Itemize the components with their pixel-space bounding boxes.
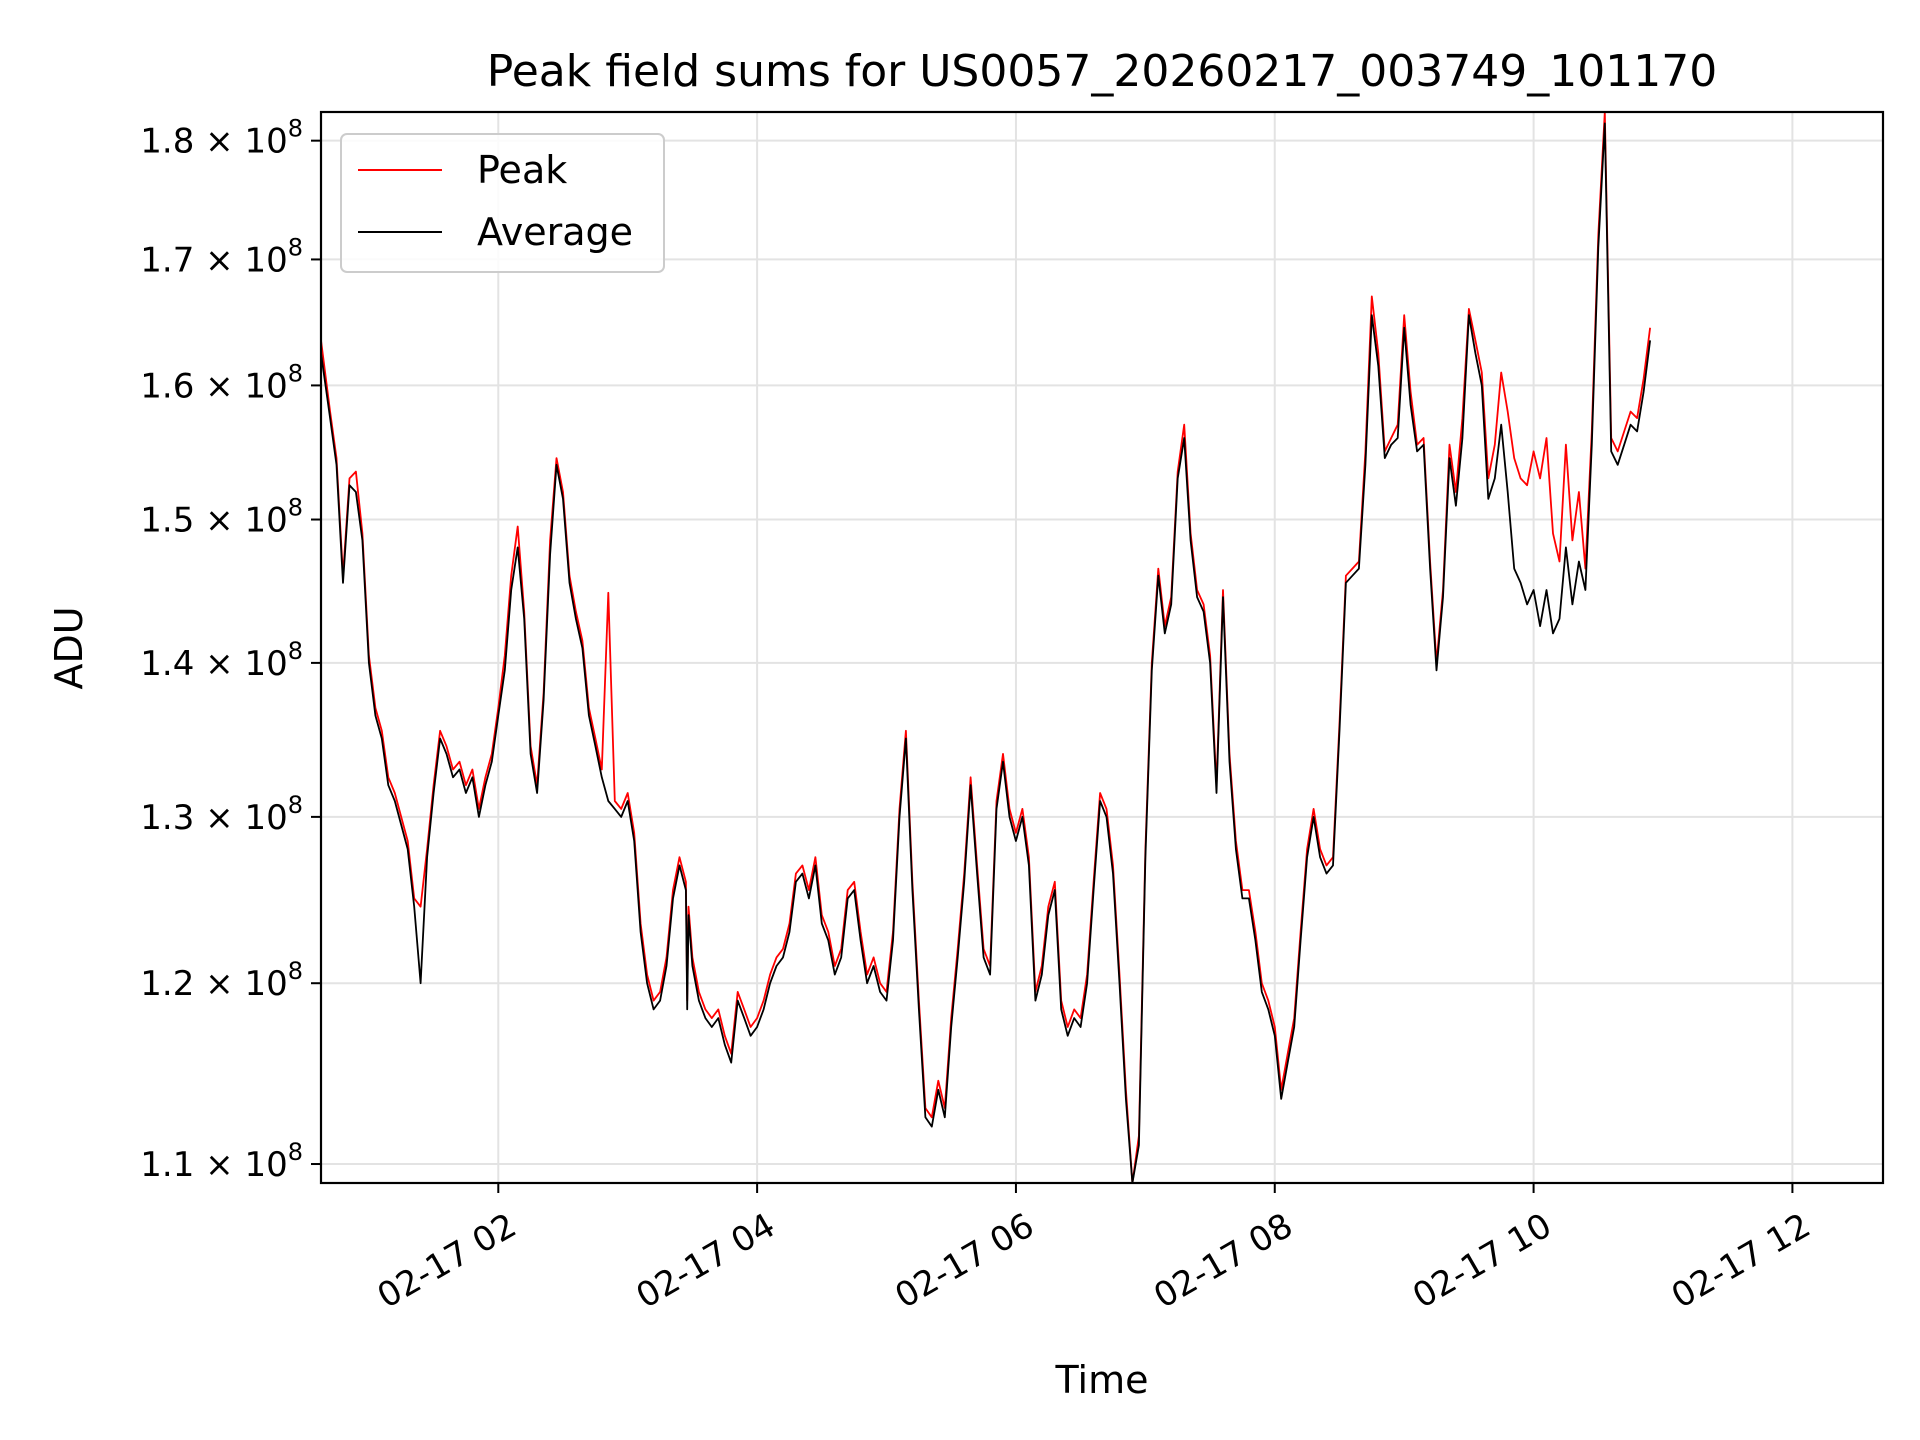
y-tick-label: 1.3 × 108 (140, 791, 303, 838)
y-axis-label: ADU (47, 606, 91, 689)
legend-box (340, 133, 665, 273)
x-axis-label: Time (1055, 1358, 1149, 1402)
y-tick-label: 1.4 × 108 (140, 637, 303, 684)
y-tick-label: 1.6 × 108 (140, 359, 303, 406)
legend: Peak Average (340, 133, 665, 273)
legend-label-peak: Peak (477, 148, 567, 192)
legend-label-average: Average (477, 210, 633, 254)
plot-frame (319, 110, 1885, 1185)
y-tick-label: 1.2 × 108 (140, 957, 303, 1004)
y-tick-label: 1.8 × 108 (140, 115, 303, 162)
grid-layer (321, 112, 1883, 1183)
series-line-average (320, 122, 1651, 1184)
y-tick-label: 1.7 × 108 (140, 233, 303, 280)
y-tick-label: 1.1 × 108 (140, 1138, 303, 1185)
chart-title: Peak field sums for US0057_20260217_0037… (487, 46, 1717, 97)
y-tick-label: 1.5 × 108 (140, 494, 303, 541)
series-layer (320, 111, 1651, 1184)
